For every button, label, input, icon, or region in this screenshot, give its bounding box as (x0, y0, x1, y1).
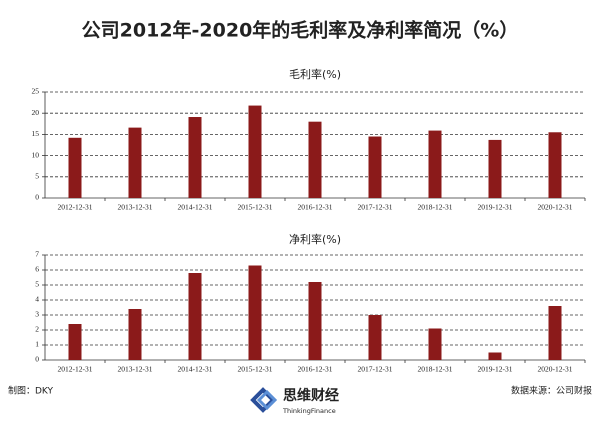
x-tick-label: 2013-12-31 (118, 365, 153, 374)
bar (428, 130, 442, 198)
x-tick-label: 2018-12-31 (418, 365, 453, 374)
bar (248, 265, 262, 360)
bar (548, 306, 562, 360)
bar (248, 105, 262, 198)
bar (488, 352, 502, 360)
bar (428, 328, 442, 360)
bar (308, 121, 322, 198)
x-tick-label: 2020-12-31 (538, 365, 573, 374)
brand: 思维财经 (283, 387, 339, 404)
x-tick-label: 2013-12-31 (118, 203, 153, 212)
bar (368, 136, 382, 198)
x-tick-label: 2016-12-31 (298, 203, 333, 212)
x-tick-label: 2014-12-31 (178, 365, 213, 374)
chart-title: 毛利率(%) (289, 67, 341, 81)
maker: 制图：DKY (8, 385, 54, 397)
y-tick-label: 6 (35, 265, 39, 274)
y-tick-label: 15 (32, 129, 40, 138)
y-tick-label: 25 (32, 87, 40, 96)
bar (308, 282, 322, 360)
y-tick-label: 0 (35, 193, 39, 202)
y-tick-label: 7 (35, 250, 39, 259)
y-tick-label: 0 (35, 355, 39, 364)
bar (368, 315, 382, 360)
logo-icon (256, 389, 278, 411)
y-tick-label: 4 (35, 295, 39, 304)
bar (188, 117, 202, 198)
y-tick-label: 2 (35, 325, 39, 334)
x-tick-label: 2015-12-31 (238, 365, 273, 374)
y-tick-label: 10 (32, 150, 40, 159)
x-tick-label: 2012-12-31 (58, 203, 93, 212)
bar (68, 137, 82, 198)
y-tick-label: 1 (35, 340, 39, 349)
x-tick-label: 2020-12-31 (538, 203, 573, 212)
x-tick-label: 2017-12-31 (358, 365, 393, 374)
source: 数据来源：公司财报 (511, 385, 592, 397)
y-tick-label: 5 (35, 280, 39, 289)
bar (548, 132, 562, 198)
x-tick-label: 2017-12-31 (358, 203, 393, 212)
bar (128, 127, 142, 198)
x-tick-label: 2015-12-31 (238, 203, 273, 212)
page-title: 公司2012年-2020年的毛利率及净利率简况（%） (82, 19, 519, 42)
x-tick-label: 2014-12-31 (178, 203, 213, 212)
x-tick-label: 2016-12-31 (298, 365, 333, 374)
y-tick-label: 20 (32, 108, 40, 117)
bar (128, 309, 142, 360)
x-tick-label: 2019-12-31 (478, 203, 513, 212)
brand-en: ThinkingFinance (282, 407, 336, 415)
bar (488, 139, 502, 198)
y-tick-label: 5 (35, 172, 39, 181)
bar (68, 324, 82, 360)
logo (250, 387, 278, 413)
y-tick-label: 3 (35, 310, 39, 319)
x-tick-label: 2019-12-31 (478, 365, 513, 374)
x-tick-label: 2012-12-31 (58, 365, 93, 374)
bar (188, 273, 202, 360)
x-tick-label: 2018-12-31 (418, 203, 453, 212)
chart-title: 净利率(%) (289, 232, 341, 246)
